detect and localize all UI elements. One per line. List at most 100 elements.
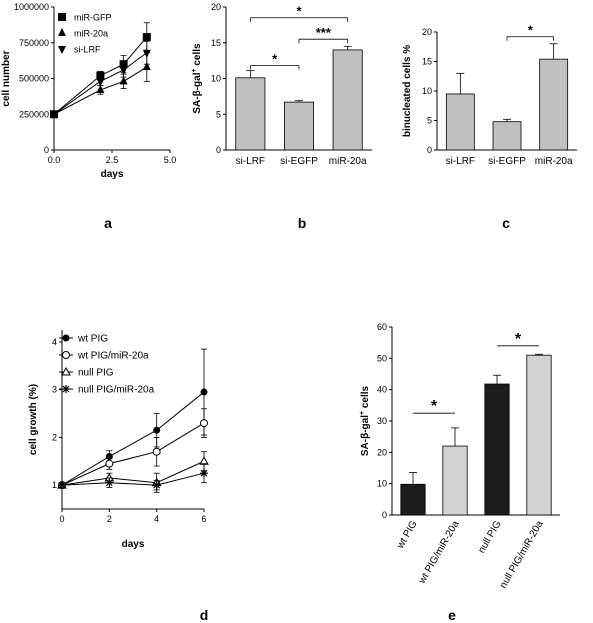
y-axis-label-c: binucleated cells % [402,45,413,137]
y-tick-label-e: 20 [377,447,387,457]
bar-e-1 [442,445,468,516]
panel-letter-c: c [502,215,510,231]
y-tick-label-d: 3 [52,385,57,395]
data-point-a-1 [119,76,128,85]
y-tick-label-b: 0 [216,145,221,155]
data-point-a-2 [142,49,151,58]
bar-b-1 [283,101,314,151]
y-tick-label-d: 4 [52,337,57,347]
x-axis-label-d: days [122,539,145,550]
category-label-e-0: wt PIG [395,519,420,552]
bar-e-2 [484,383,510,516]
y-tick-label-e: 40 [377,385,387,395]
legend-marker-d-2 [61,366,71,376]
category-label-c-2: miR-20a [535,156,573,167]
data-point-a-2 [50,111,58,120]
data-point-a-0 [142,33,151,42]
series-line-d-1 [61,422,205,486]
legend-marker-d-3 [62,385,70,393]
y-tick-label-b: 10 [211,74,221,84]
panel-letter-b: b [298,215,307,231]
legend-label-a-2: si-LRF [74,45,101,55]
significance-label-b-0: * [272,52,278,67]
category-label-b-0: si-LRF [236,156,265,167]
panel-letter-a: a [104,215,112,231]
series-line-a-1 [53,66,148,115]
x-tick-label-d: 4 [154,514,159,524]
legend-marker-a-2 [58,46,66,54]
panel-letter-e: e [448,607,456,623]
category-label-e-3: null PIG/miR-20a [498,519,546,591]
data-point-a-1 [142,62,151,71]
x-tick-label-d: 0 [59,514,64,524]
y-tick-label-c: 20 [422,27,432,37]
data-point-d-1 [200,419,208,428]
data-point-d-1 [152,447,161,456]
y-tick-label-c: 0 [427,145,432,155]
data-point-d-3 [152,481,161,490]
x-tick-label-d: 6 [201,514,206,524]
y-tick-label-a: 750000 [19,38,49,48]
legend-label-d-3: null PIG/miR-20a [78,385,155,396]
category-label-c-0: si-LRF [446,156,475,167]
bar-c-2 [539,58,569,151]
y-tick-label-a: 0 [44,145,49,155]
series-line-d-0 [61,391,205,486]
y-tick-label-e: 60 [377,322,387,332]
y-tick-label-b: 5 [216,109,221,119]
y-axis-label-a: cell number [1,50,12,106]
y-axis-label-b: SA-β-gal+ cells [191,43,203,114]
y-tick-label-b: 15 [211,38,221,48]
y-tick-label-a: 500000 [19,74,49,84]
y-tick-label-e: 10 [377,479,387,489]
data-point-d-2 [199,456,209,465]
data-point-a-1 [96,84,105,93]
y-tick-label-e: 0 [382,510,387,520]
y-tick-label-a: 250000 [19,109,49,119]
category-label-e-2: null PIG [476,519,503,555]
y-tick-label-c: 15 [422,57,432,67]
bar-b-2 [332,49,363,151]
bar-c-1 [492,121,522,151]
category-label-e-1: wt PIG/miR-20a [416,519,462,587]
data-point-d-3 [200,469,208,478]
legend-label-a-1: miR-20a [74,29,108,39]
significance-label-e-0: * [431,398,438,415]
y-tick-label-d: 1 [52,480,57,490]
bar-b-0 [235,77,266,151]
y-tick-label-b: 20 [211,2,221,12]
y-tick-label-d: 2 [52,432,57,442]
y-axis-label-e: SA-β-gal+ cells [359,385,371,456]
series-line-a-0 [53,36,148,115]
data-point-a-2 [119,66,128,75]
significance-label-b-1: *** [316,25,332,40]
x-tick-label-a: 5.0 [164,155,177,165]
category-label-b-1: si-EGFP [280,156,318,167]
legend-label-d-1: wt PIG/miR-20a [77,351,149,362]
data-point-a-0 [96,71,105,80]
y-axis-label-d: cell growth (%) [28,384,39,455]
series-line-a-2 [53,52,148,115]
x-tick-label-a: 0.0 [48,155,61,165]
data-point-d-0 [200,388,208,396]
x-tick-label-a: 2.5 [106,155,119,165]
data-point-d-0 [153,426,161,434]
significance-label-e-1: * [515,331,522,348]
legend-marker-a-1 [58,28,66,36]
series-line-d-2 [61,460,205,486]
series-line-d-3 [61,472,205,486]
y-tick-label-c: 5 [427,116,432,126]
legend-label-a-0: miR-GFP [74,13,112,23]
y-tick-label-c: 10 [422,86,432,96]
bar-e-3 [526,354,552,516]
category-label-b-2: miR-20a [329,156,367,167]
category-label-c-1: si-EGFP [488,156,526,167]
panel-letter-d: d [200,607,209,623]
data-point-d-1 [105,459,114,468]
legend-marker-d-1 [62,351,70,359]
data-point-d-3 [58,481,66,490]
y-tick-label-e: 50 [377,353,387,363]
x-tick-label-d: 2 [107,514,112,524]
legend-marker-d-0 [62,334,70,342]
